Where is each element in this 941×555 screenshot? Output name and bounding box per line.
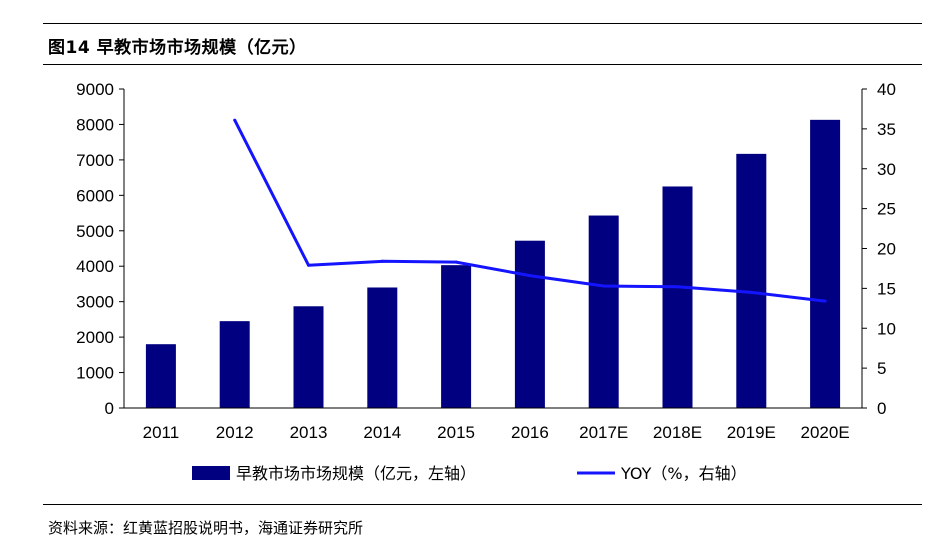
y-left-tick-label: 5000 <box>76 222 114 241</box>
y-right-tick-label: 5 <box>877 359 886 378</box>
y-left-tick-label: 3000 <box>76 293 114 312</box>
y-left-tick-label: 9000 <box>76 80 114 99</box>
yoy-point <box>676 285 679 289</box>
y-right-tick-label: 30 <box>877 160 896 179</box>
y-right-tick-label: 15 <box>877 279 896 298</box>
y-left-tick-label: 1000 <box>76 364 114 383</box>
y-left-tick-label: 2000 <box>76 328 114 347</box>
bar <box>514 240 545 408</box>
x-tick-label: 2019E <box>727 423 776 442</box>
yoy-point <box>233 118 237 122</box>
title-rule <box>43 64 922 65</box>
y-right-tick-label: 20 <box>877 240 896 259</box>
bar <box>662 186 693 408</box>
y-right-tick-label: 25 <box>877 200 896 219</box>
yoy-point <box>380 259 384 263</box>
x-tick-label: 2013 <box>290 423 328 442</box>
bar <box>145 344 176 408</box>
top-rule <box>43 23 922 24</box>
y-right-tick-label: 10 <box>877 319 896 338</box>
legend: 早教市场市场规模（亿元，左轴） YOY（%，右轴） <box>192 464 747 483</box>
yoy-point <box>749 290 753 294</box>
y-left-tick-label: 8000 <box>76 115 114 134</box>
bar <box>441 265 472 408</box>
x-tick-label: 2018E <box>653 423 702 442</box>
bar <box>588 215 619 408</box>
yoy-point <box>307 263 310 267</box>
x-tick-label: 2017E <box>579 423 628 442</box>
source-note: 资料来源：红黄蓝招股说明书，海通证券研究所 <box>48 519 364 537</box>
x-tick-label: 2012 <box>216 423 254 442</box>
x-tick-label: 2016 <box>511 423 549 442</box>
y-right-tick-label: 0 <box>877 399 886 418</box>
y-left-tick-label: 4000 <box>76 257 114 276</box>
yoy-point <box>454 260 458 264</box>
yoy-point <box>528 274 532 278</box>
x-tick-label: 2020E <box>801 423 850 442</box>
y-right-tick-label: 35 <box>877 120 896 139</box>
legend-bar-label: 早教市场市场规模（亿元，左轴） <box>236 464 476 483</box>
figure-title: 图14 早教市场市场规模（亿元） <box>48 38 307 58</box>
legend-bar-swatch <box>192 466 230 480</box>
legend-line-label: YOY（%，右轴） <box>620 464 747 483</box>
bar <box>219 321 250 408</box>
bar-series <box>145 119 841 408</box>
y-left-tick-label: 7000 <box>76 151 114 170</box>
y-right-tick-label: 40 <box>877 80 896 99</box>
axes: 0 1000 2000 3000 4000 5000 6000 7000 8000 9000 0 5 1… <box>76 80 896 442</box>
x-tick-label: 2011 <box>143 423 180 442</box>
bar <box>293 306 324 408</box>
bar <box>810 119 841 408</box>
bar <box>736 153 767 408</box>
y-left-tick-label: 0 <box>105 399 114 418</box>
x-tick-label: 2014 <box>363 423 401 442</box>
x-tick-label: 2015 <box>437 423 475 442</box>
line-series <box>233 118 827 303</box>
bottom-rule <box>43 504 922 505</box>
y-left-tick-label: 6000 <box>76 186 114 205</box>
yoy-point <box>602 284 606 288</box>
bar <box>367 287 398 408</box>
yoy-point <box>823 299 827 303</box>
